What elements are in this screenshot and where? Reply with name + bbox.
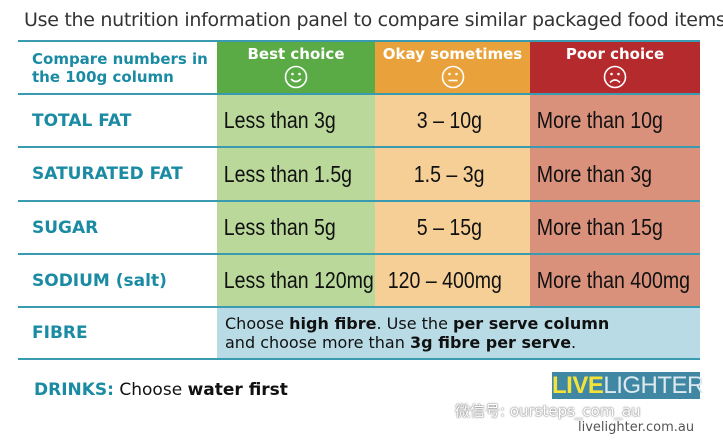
page-title: Use the nutrition information panel to c… [24, 9, 723, 31]
poor-cell: More than 400mg [530, 255, 700, 308]
okay-cell: 120 – 400mg [375, 255, 530, 308]
poor-value: More than 10g [536, 107, 663, 133]
logo-lighter: LIGHTER [603, 372, 704, 399]
nutrition-table: Compare numbers in the 100g column Best … [18, 42, 700, 360]
fibre-text: and choose more than [225, 333, 410, 352]
poor-value: More than 15g [536, 214, 663, 240]
fibre-advice: Choose high fibre. Use the per serve col… [217, 308, 700, 360]
header-best: Best choice [217, 42, 375, 95]
fibre-bold: 3g fibre per serve [409, 333, 572, 352]
drinks-text: Choose [113, 380, 188, 400]
poor-value: More than 3g [536, 160, 653, 187]
header-okay: Okay sometimes [375, 42, 530, 95]
okay-value: 120 – 400mg [388, 267, 503, 293]
poor-cell: More than 15g [530, 202, 700, 255]
watermark: 微信号: oursteps_com_au [455, 402, 641, 420]
neutral-face-icon [441, 65, 464, 89]
best-value: Less than 5g [223, 214, 336, 240]
best-cell: Less than 3g [217, 95, 375, 148]
header-poor: Poor choice [530, 42, 700, 95]
row-label-saturated-fat: SATURATED FAT [18, 148, 217, 202]
poor-value: More than 400mg [536, 267, 691, 293]
fibre-text: Choose [225, 314, 290, 333]
okay-cell: 1.5 – 3g [375, 148, 530, 202]
logo-live: LIVE [552, 372, 604, 399]
header-label: Compare numbers in the 100g column [18, 42, 217, 95]
row-label-total-fat: TOTAL FAT [18, 95, 217, 148]
okay-label: Okay sometimes [382, 45, 523, 63]
okay-cell: 3 – 10g [375, 95, 530, 148]
poor-cell: More than 10g [530, 95, 700, 148]
best-cell: Less than 5g [217, 202, 375, 255]
poor-cell: More than 3g [530, 148, 700, 202]
okay-cell: 5 – 15g [375, 202, 530, 255]
row-label-sodium: SODIUM (salt) [18, 255, 217, 308]
best-value: Less than 120mg [223, 267, 374, 293]
website-url: livelighter.com.au [578, 420, 695, 435]
fibre-text: . [571, 333, 577, 352]
sad-face-icon [603, 65, 627, 89]
best-cell: Less than 120mg [217, 255, 375, 308]
drinks-advice: DRINKS: Choose water first [34, 380, 288, 400]
row-label-sugar: SUGAR [18, 202, 217, 255]
fibre-bold: per serve column [453, 314, 610, 333]
row-label-fibre: FIBRE [18, 308, 217, 360]
divider [18, 40, 700, 42]
okay-value: 5 – 15g [416, 214, 483, 240]
drinks-label: DRINKS: [34, 380, 114, 400]
best-value: Less than 1.5g [223, 160, 353, 187]
smiley-face-icon [284, 65, 308, 89]
fibre-text: . Use the [376, 314, 453, 333]
fibre-bold: high fibre [289, 314, 377, 333]
drinks-bold: water first [187, 380, 288, 400]
best-cell: Less than 1.5g [217, 148, 375, 202]
livelighter-logo: LIVELIGHTER [552, 372, 704, 399]
best-label: Best choice [247, 45, 345, 63]
okay-value: 3 – 10g [416, 107, 483, 133]
best-value: Less than 3g [223, 107, 336, 133]
okay-value: 1.5 – 3g [413, 160, 485, 187]
poor-label: Poor choice [565, 45, 665, 63]
